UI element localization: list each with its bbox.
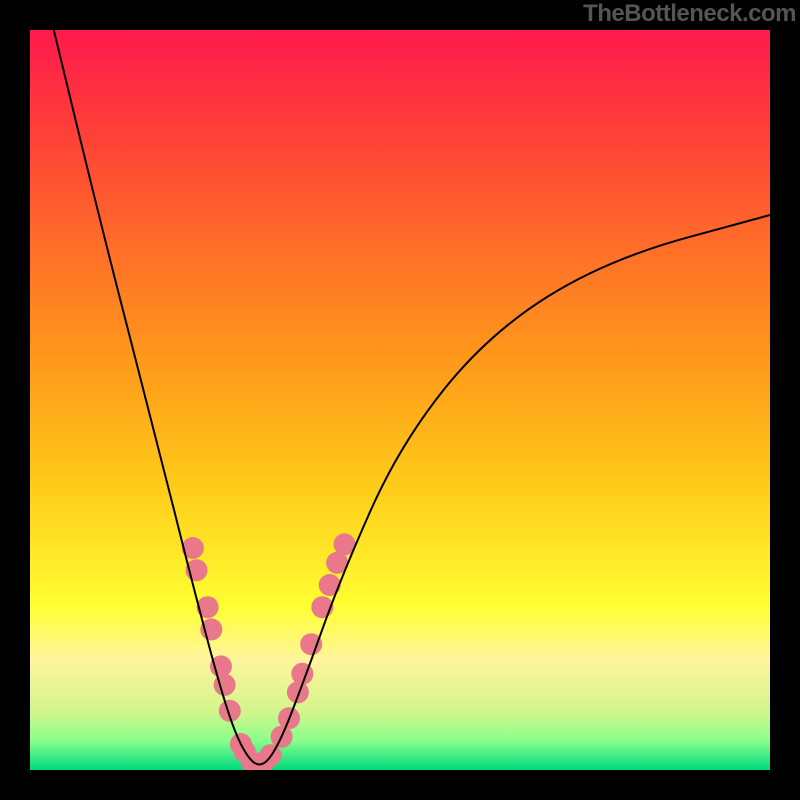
attribution-text: TheBottleneck.com (583, 0, 796, 28)
curve-marker (287, 681, 309, 703)
gradient-background (30, 30, 770, 770)
bottleneck-chart (0, 0, 800, 800)
curve-marker (319, 574, 341, 596)
